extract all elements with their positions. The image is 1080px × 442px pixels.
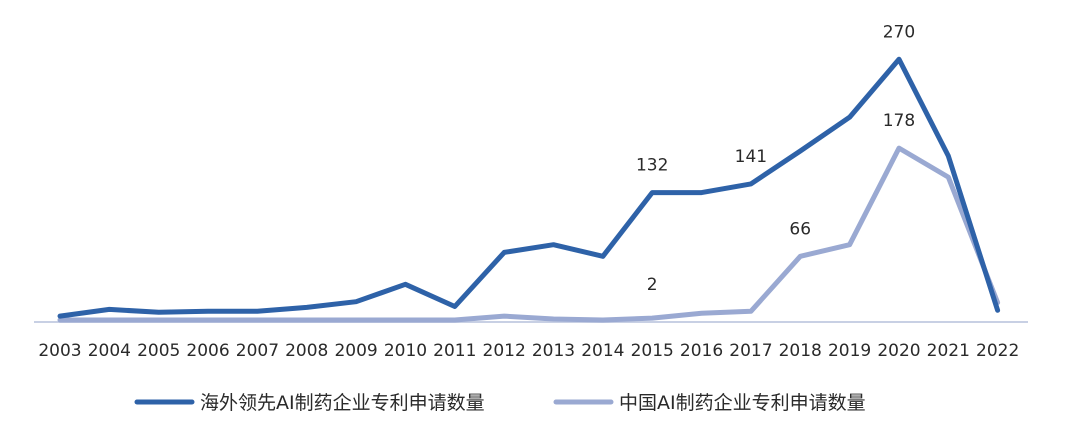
x-tick-label: 2006 <box>186 341 229 361</box>
x-tick-label: 2020 <box>877 341 920 361</box>
x-tick-label: 2008 <box>285 341 328 361</box>
legend: 海外领先AI制药企业专利申请数量 中国AI制药企业专利申请数量 <box>134 392 866 414</box>
data-labels: 132 141 270 2 66 178 <box>636 22 915 295</box>
x-tick-label: 2022 <box>976 341 1019 361</box>
x-tick-label: 2005 <box>137 341 180 361</box>
x-tick-label: 2011 <box>433 341 476 361</box>
x-tick-label: 2009 <box>334 341 377 361</box>
x-tick-label: 2015 <box>631 341 674 361</box>
x-tick-label: 2021 <box>927 341 970 361</box>
data-label: 66 <box>789 219 811 239</box>
x-tick-label: 2018 <box>779 341 822 361</box>
x-tick-label: 2004 <box>88 341 131 361</box>
x-tick-label: 2017 <box>729 341 772 361</box>
data-label: 178 <box>883 111 915 131</box>
series-line-overseas <box>57 56 1001 319</box>
x-axis-ticks: 2003 2004 2005 2006 2007 2008 2009 2010 2011 2012… <box>38 341 1019 361</box>
data-label: 132 <box>636 156 668 176</box>
x-tick-label: 2019 <box>828 341 871 361</box>
series-lines <box>57 56 1001 323</box>
legend-label-china: 中国AI制药企业专利申请数量 <box>619 392 866 414</box>
legend-label-overseas: 海外领先AI制药企业专利申请数量 <box>200 392 485 414</box>
data-label: 270 <box>883 22 915 42</box>
data-label: 2 <box>647 275 658 295</box>
x-tick-label: 2016 <box>680 341 723 361</box>
x-tick-label: 2010 <box>384 341 427 361</box>
x-tick-label: 2012 <box>483 341 526 361</box>
x-tick-label: 2014 <box>581 341 624 361</box>
x-tick-label: 2007 <box>236 341 279 361</box>
data-label: 141 <box>735 147 767 167</box>
x-tick-label: 2003 <box>38 341 81 361</box>
series-line-china <box>57 145 1001 323</box>
x-tick-label: 2013 <box>532 341 575 361</box>
